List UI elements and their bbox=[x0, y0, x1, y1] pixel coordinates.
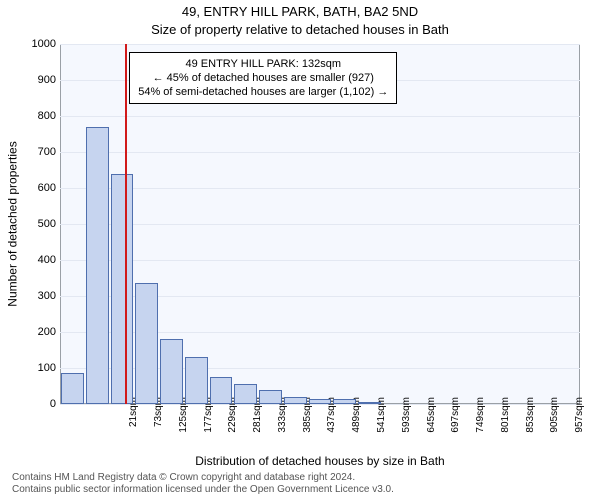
histogram-bar bbox=[333, 399, 356, 404]
x-axis-label: Distribution of detached houses by size … bbox=[60, 454, 580, 468]
x-tick-label: 437sqm bbox=[326, 397, 337, 457]
x-tick-label: 281sqm bbox=[252, 397, 263, 457]
footer-line-1: Contains HM Land Registry data © Crown c… bbox=[12, 472, 394, 484]
y-tick-label: 0 bbox=[24, 398, 56, 410]
page-super-title: 49, ENTRY HILL PARK, BATH, BA2 5ND bbox=[0, 4, 600, 19]
gridline bbox=[60, 44, 580, 45]
histogram-bar bbox=[160, 339, 183, 404]
y-tick-label: 900 bbox=[24, 74, 56, 86]
histogram-bar bbox=[309, 399, 332, 404]
histogram-bar bbox=[86, 127, 109, 404]
marker-line bbox=[125, 44, 127, 404]
gridline bbox=[60, 188, 580, 189]
y-axis-label: Number of detached properties bbox=[6, 44, 20, 404]
gridline bbox=[60, 224, 580, 225]
x-tick-label: 21sqm bbox=[128, 397, 139, 457]
y-tick-label: 500 bbox=[24, 218, 56, 230]
y-tick-label: 400 bbox=[24, 254, 56, 266]
x-tick-label: 957sqm bbox=[574, 397, 585, 457]
x-tick-label: 229sqm bbox=[227, 397, 238, 457]
x-tick-label: 541sqm bbox=[376, 397, 387, 457]
x-tick-label: 125sqm bbox=[178, 397, 189, 457]
x-tick-label: 177sqm bbox=[203, 397, 214, 457]
y-tick-label: 600 bbox=[24, 182, 56, 194]
x-tick-label: 489sqm bbox=[351, 397, 362, 457]
footer-line-2: Contains public sector information licen… bbox=[12, 484, 394, 496]
x-tick-label: 801sqm bbox=[500, 397, 511, 457]
histogram-chart: 21sqm73sqm125sqm177sqm229sqm281sqm333sqm… bbox=[60, 44, 580, 404]
y-tick-label: 200 bbox=[24, 326, 56, 338]
x-tick-label: 853sqm bbox=[525, 397, 536, 457]
marker-info-box: 49 ENTRY HILL PARK: 132sqm← 45% of detac… bbox=[129, 52, 397, 104]
histogram-bar bbox=[185, 357, 208, 404]
gridline bbox=[60, 152, 580, 153]
histogram-bar bbox=[135, 283, 158, 404]
x-tick-label: 749sqm bbox=[475, 397, 486, 457]
histogram-bar bbox=[284, 397, 307, 404]
gridline bbox=[60, 260, 580, 261]
gridline bbox=[60, 116, 580, 117]
y-tick-label: 800 bbox=[24, 110, 56, 122]
x-tick-label: 905sqm bbox=[549, 397, 560, 457]
histogram-bar bbox=[358, 402, 381, 404]
y-tick-label: 700 bbox=[24, 146, 56, 158]
info-line-3: 54% of semi-detached houses are larger (… bbox=[138, 85, 388, 99]
y-tick-label: 300 bbox=[24, 290, 56, 302]
histogram-bar bbox=[234, 384, 257, 404]
histogram-bar bbox=[111, 174, 134, 404]
x-tick-label: 645sqm bbox=[426, 397, 437, 457]
x-tick-label: 697sqm bbox=[450, 397, 461, 457]
x-tick-label: 333sqm bbox=[277, 397, 288, 457]
x-tick-label: 593sqm bbox=[401, 397, 412, 457]
y-tick-label: 1000 bbox=[24, 38, 56, 50]
info-line-1: 49 ENTRY HILL PARK: 132sqm bbox=[138, 57, 388, 71]
x-tick-label: 385sqm bbox=[302, 397, 313, 457]
histogram-bar bbox=[61, 373, 84, 404]
histogram-bar bbox=[259, 390, 282, 404]
chart-title: Size of property relative to detached ho… bbox=[0, 22, 600, 37]
x-tick-label: 73sqm bbox=[153, 397, 164, 457]
histogram-bar bbox=[210, 377, 233, 404]
footer: Contains HM Land Registry data © Crown c… bbox=[12, 472, 394, 496]
info-line-2: ← 45% of detached houses are smaller (92… bbox=[138, 71, 388, 85]
y-tick-label: 100 bbox=[24, 362, 56, 374]
